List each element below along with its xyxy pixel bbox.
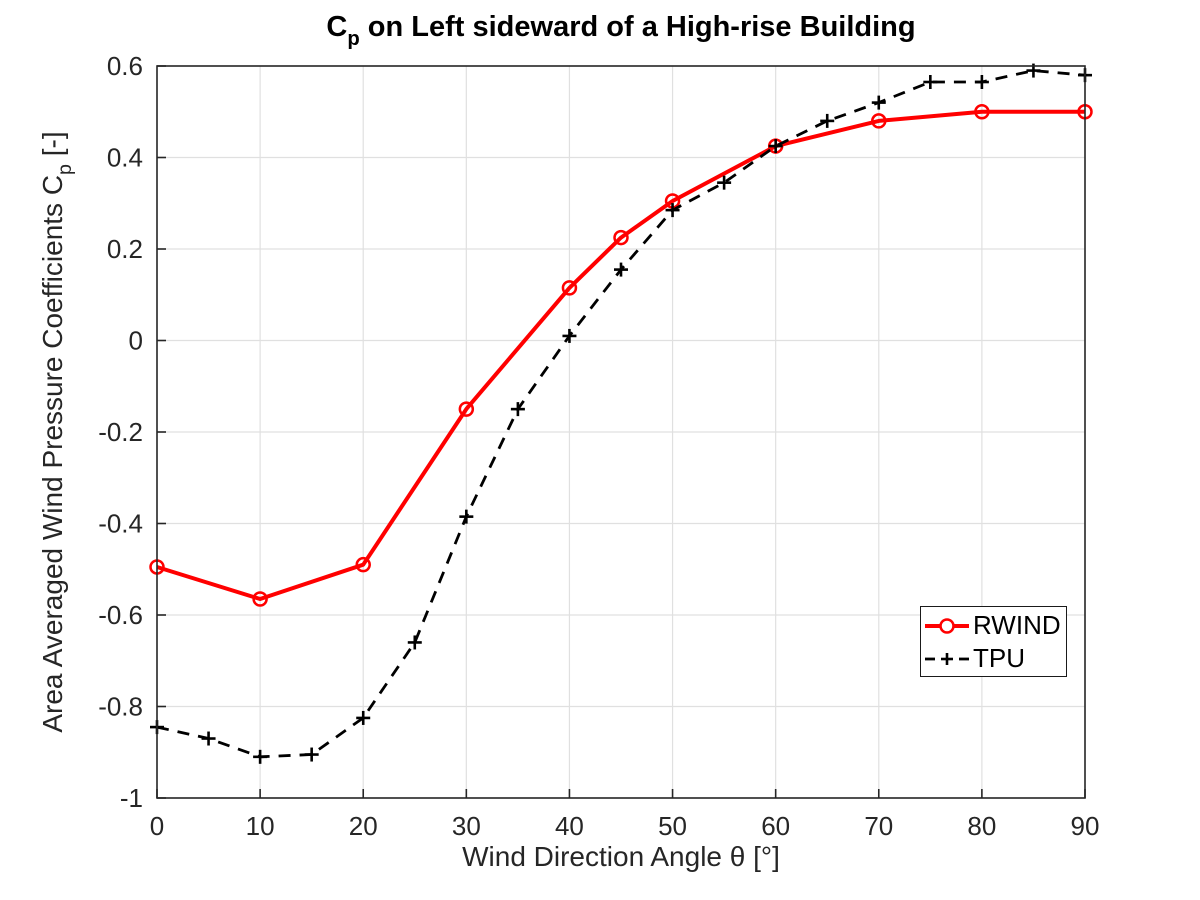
y-tick-label: 0 bbox=[129, 326, 143, 356]
y-tick-label: -1 bbox=[120, 783, 143, 813]
legend-label-rwind: RWIND bbox=[973, 609, 1061, 640]
x-tick-label: 90 bbox=[1071, 811, 1100, 841]
legend-item-tpu: TPU bbox=[923, 642, 1064, 675]
title-rest: on Left sideward of a High-rise Building bbox=[359, 11, 916, 43]
legend: RWIND TPU bbox=[920, 606, 1067, 677]
chart-title: Cp on Left sideward of a High-rise Build… bbox=[157, 11, 1085, 51]
x-tick-label: 50 bbox=[658, 811, 687, 841]
y-tick-label: 0.2 bbox=[107, 234, 143, 264]
y-tick-label: -0.2 bbox=[98, 417, 143, 447]
rwind-line-sample-icon bbox=[925, 618, 969, 634]
legend-label-tpu: TPU bbox=[973, 643, 1025, 674]
y-tick-label: 0.6 bbox=[107, 51, 143, 81]
x-tick-label: 20 bbox=[349, 811, 378, 841]
marker-circle-rwind bbox=[252, 591, 268, 607]
marker-circle-rwind bbox=[458, 401, 475, 417]
tpu-line-sample-icon bbox=[925, 653, 969, 666]
title-subscript: p bbox=[347, 28, 360, 51]
x-tick-label: 70 bbox=[864, 811, 893, 841]
ylabel-main: Area Averaged Wind Pressure Coefficients… bbox=[37, 174, 69, 733]
legend-sample-marker bbox=[939, 618, 955, 634]
x-tick-label: 60 bbox=[761, 811, 790, 841]
x-axis-label: Wind Direction Angle θ [°] bbox=[462, 841, 780, 872]
series-line-rwind bbox=[156, 109, 1085, 601]
y-tick-label: -0.6 bbox=[98, 600, 143, 630]
marker-circle-rwind bbox=[974, 104, 990, 120]
y-tick-label: 0.4 bbox=[107, 143, 143, 173]
title-prefix: C bbox=[326, 11, 348, 43]
y-axis-label: Area Averaged Wind Pressure Coefficients… bbox=[37, 131, 77, 732]
x-tick-label: 10 bbox=[246, 811, 275, 841]
y-tick-label: -0.4 bbox=[98, 509, 143, 539]
marker-circle-rwind bbox=[871, 113, 887, 129]
y-tick-label: -0.8 bbox=[98, 692, 143, 722]
x-tick-label: 40 bbox=[555, 811, 584, 841]
marker-circle-rwind bbox=[355, 556, 371, 573]
ylabel-end: [-] bbox=[37, 131, 69, 165]
x-tick-label: 30 bbox=[452, 811, 481, 841]
ylabel-subscript: p bbox=[53, 164, 76, 175]
x-tick-label: 0 bbox=[150, 811, 164, 841]
x-tick-label: 80 bbox=[967, 811, 996, 841]
legend-item-rwind: RWIND bbox=[923, 608, 1064, 641]
marker-circle-rwind bbox=[613, 229, 629, 246]
marker-circle-rwind bbox=[561, 280, 578, 296]
